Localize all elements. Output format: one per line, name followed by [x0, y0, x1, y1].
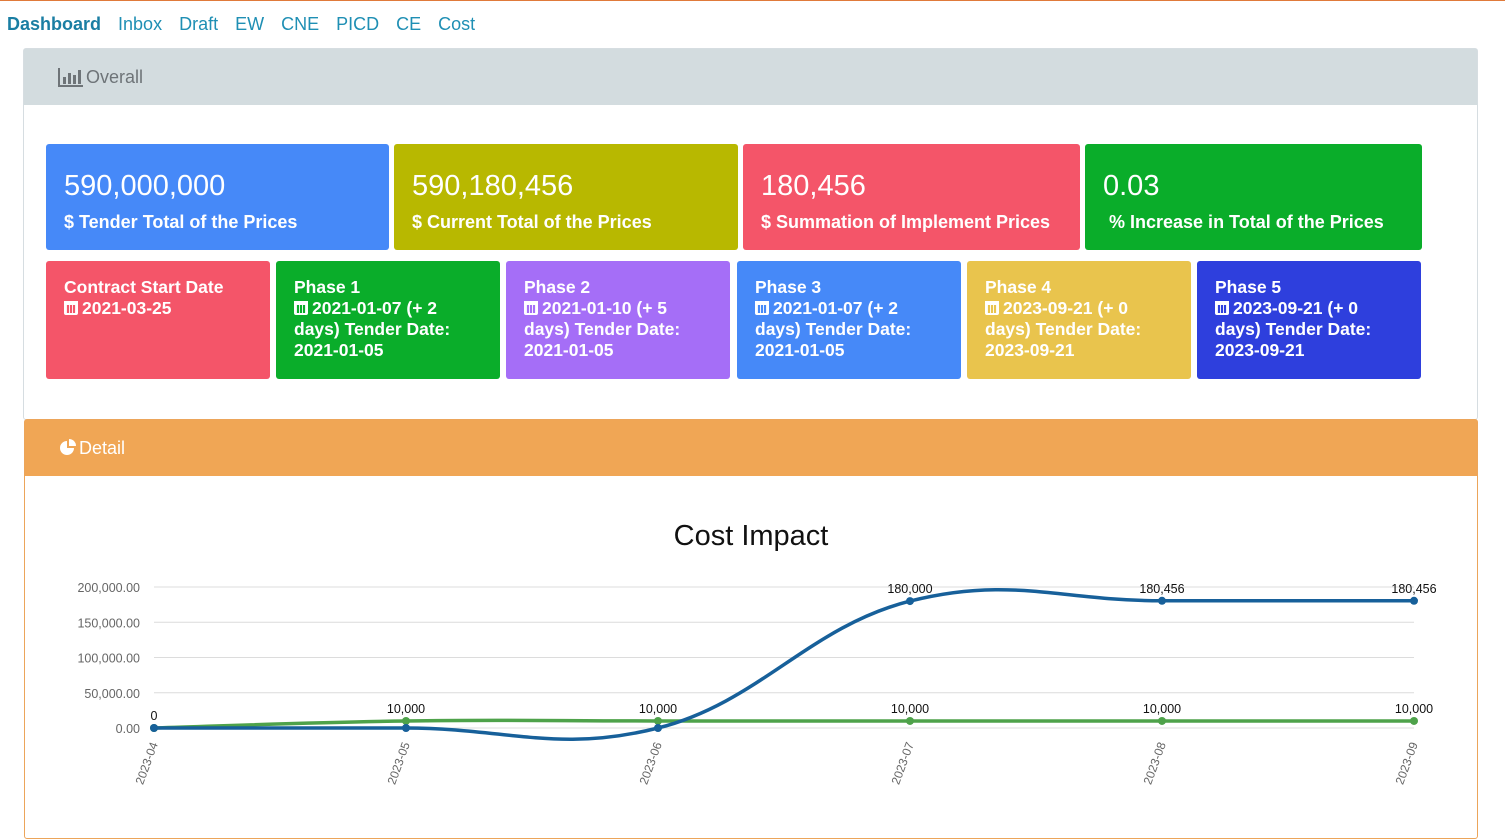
stat-label: % Increase in Total of the Prices	[1109, 212, 1384, 232]
overall-panel-header: Overall	[24, 49, 1477, 105]
calendar-icon	[985, 301, 999, 315]
phase-tender-date: days) Tender Date: 2023-09-21	[1215, 319, 1372, 360]
phase-date: 2023-09-21 (+ 0	[1003, 298, 1129, 318]
phase-title: Phase 5	[1215, 277, 1282, 297]
overall-panel-title: Overall	[86, 66, 144, 87]
phase-title: Phase 4	[985, 277, 1052, 297]
nav-inbox[interactable]: Inbox	[118, 14, 163, 34]
calendar-icon	[755, 301, 769, 315]
phase-date: 2021-01-07 (+ 2	[312, 298, 438, 318]
calendar-icon	[64, 301, 78, 315]
phase-title: Phase 1	[294, 277, 361, 297]
calendar-icon	[294, 301, 308, 315]
phase-title: Contract Start Date	[64, 277, 224, 297]
stat-card-implement-prices: 180,456 $ Summation of Implement Prices	[743, 144, 1080, 250]
stat-value: 590,180,456	[412, 170, 574, 202]
phase-card-4: Phase 4 2023-09-21 (+ 0 days) Tender Dat…	[967, 261, 1191, 379]
stat-value: 0.03	[1103, 170, 1160, 202]
stat-card-increase-percent: 0.03 % Increase in Total of the Prices	[1085, 144, 1422, 250]
detail-panel-header: Detail	[25, 420, 1477, 476]
stat-label: $ Summation of Implement Prices	[761, 212, 1051, 232]
phase-date: 2021-03-25	[82, 298, 172, 318]
detail-panel: Detail	[24, 419, 1478, 839]
top-nav: Dashboard Inbox Draft EW CNE PICD CE Cos…	[7, 14, 475, 35]
stat-card-current-total: 590,180,456 $ Current Total of the Price…	[394, 144, 738, 250]
phase-card-5: Phase 5 2023-09-21 (+ 0 days) Tender Dat…	[1197, 261, 1421, 379]
phase-tender-date: days) Tender Date: 2023-09-21	[985, 319, 1142, 360]
stat-value: 590,000,000	[64, 170, 226, 202]
nav-draft[interactable]: Draft	[179, 14, 219, 34]
phase-card-1: Phase 1 2021-01-07 (+ 2 days) Tender Dat…	[276, 261, 500, 379]
stat-label: $ Tender Total of the Prices	[64, 212, 298, 232]
nav-cost[interactable]: Cost	[438, 14, 476, 34]
phase-tender-date: days) Tender Date: 2021-01-05	[294, 319, 451, 360]
contract-start-card: Contract Start Date 2021-03-25	[46, 261, 270, 379]
phase-tender-date: days) Tender Date: 2021-01-05	[524, 319, 681, 360]
phase-title: Phase 2	[524, 277, 591, 297]
nav-ce[interactable]: CE	[396, 14, 422, 34]
detail-panel-title: Detail	[79, 437, 126, 458]
nav-dashboard[interactable]: Dashboard	[7, 14, 102, 34]
phase-card-2: Phase 2 2021-01-10 (+ 5 days) Tender Dat…	[506, 261, 730, 379]
phase-title: Phase 3	[755, 277, 822, 297]
stat-value: 180,456	[761, 170, 866, 202]
stat-label: $ Current Total of the Prices	[412, 212, 652, 232]
stat-card-tender-total: 590,000,000 $ Tender Total of the Prices	[46, 144, 389, 250]
calendar-icon	[524, 301, 538, 315]
phase-tender-date: days) Tender Date: 2021-01-05	[755, 319, 912, 360]
phase-card-3: Phase 3 2021-01-07 (+ 2 days) Tender Dat…	[737, 261, 961, 379]
calendar-icon	[1215, 301, 1229, 315]
top-border	[0, 0, 1505, 1]
phase-date: 2021-01-10 (+ 5	[542, 298, 668, 318]
phase-date: 2021-01-07 (+ 2	[773, 298, 899, 318]
nav-cne[interactable]: CNE	[281, 14, 320, 34]
nav-ew[interactable]: EW	[235, 14, 265, 34]
nav-picd[interactable]: PICD	[336, 14, 380, 34]
phase-date: 2023-09-21 (+ 0	[1233, 298, 1359, 318]
pie-chart-icon	[60, 439, 76, 455]
bar-chart-icon	[58, 68, 83, 87]
